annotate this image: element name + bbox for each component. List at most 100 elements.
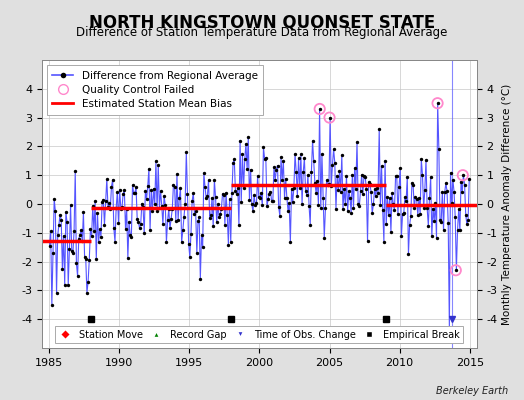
- Point: [261, 155, 270, 161]
- Point: [219, 190, 227, 197]
- Point: [166, 225, 174, 232]
- Point: [252, 200, 260, 206]
- Point: [350, 205, 358, 212]
- Point: [294, 155, 303, 162]
- Point: [433, 100, 442, 106]
- Point: [179, 227, 187, 234]
- Point: [200, 170, 208, 176]
- Point: [418, 172, 427, 178]
- Point: [94, 238, 103, 245]
- Point: [382, 221, 390, 227]
- Point: [339, 205, 347, 212]
- Point: [383, 194, 391, 200]
- Point: [259, 144, 268, 150]
- Point: [169, 182, 178, 188]
- Point: [245, 197, 254, 203]
- Point: [319, 194, 328, 201]
- Point: [450, 188, 458, 195]
- Point: [111, 238, 119, 245]
- Point: [139, 204, 147, 210]
- Point: [58, 266, 67, 273]
- Point: [352, 186, 360, 192]
- Point: [223, 212, 232, 218]
- Point: [415, 194, 423, 201]
- Point: [362, 185, 370, 192]
- Point: [56, 211, 64, 218]
- Point: [356, 188, 365, 194]
- Point: [100, 222, 108, 228]
- Point: [373, 184, 381, 191]
- Point: [234, 185, 242, 191]
- Point: [333, 173, 341, 179]
- Point: [216, 211, 224, 218]
- Point: [325, 181, 333, 187]
- Point: [163, 217, 172, 224]
- Point: [461, 181, 469, 188]
- Point: [424, 222, 432, 229]
- Point: [370, 186, 379, 192]
- Point: [189, 190, 198, 196]
- Point: [287, 185, 296, 192]
- Point: [309, 138, 317, 144]
- Point: [187, 230, 195, 237]
- Point: [108, 176, 117, 183]
- Point: [144, 183, 152, 190]
- Point: [299, 169, 308, 176]
- Point: [95, 226, 104, 232]
- Point: [310, 158, 318, 164]
- Point: [403, 174, 411, 180]
- Point: [134, 218, 143, 225]
- Point: [412, 196, 421, 202]
- Point: [402, 198, 410, 204]
- Point: [251, 202, 259, 208]
- Point: [241, 156, 249, 162]
- Point: [361, 174, 369, 180]
- Point: [235, 222, 243, 228]
- Point: [128, 182, 137, 188]
- Point: [146, 227, 154, 233]
- Point: [211, 194, 220, 200]
- Point: [124, 255, 132, 261]
- Point: [421, 187, 429, 194]
- Point: [228, 190, 236, 196]
- Point: [417, 156, 425, 163]
- Point: [396, 164, 405, 171]
- Point: [203, 193, 212, 200]
- Point: [385, 212, 393, 218]
- Point: [419, 204, 428, 211]
- Point: [369, 201, 378, 208]
- Point: [176, 185, 184, 192]
- Point: [254, 173, 262, 179]
- Point: [285, 200, 293, 206]
- Point: [185, 254, 194, 260]
- Point: [260, 156, 269, 162]
- Point: [376, 202, 385, 208]
- Point: [173, 171, 181, 177]
- Point: [150, 201, 159, 208]
- Point: [158, 202, 166, 209]
- Point: [391, 173, 400, 180]
- Point: [85, 257, 93, 263]
- Point: [198, 232, 206, 238]
- Point: [408, 180, 416, 186]
- Point: [332, 206, 340, 212]
- Point: [59, 232, 68, 239]
- Point: [437, 218, 445, 225]
- Point: [119, 191, 127, 197]
- Point: [378, 207, 387, 213]
- Point: [130, 190, 139, 197]
- Point: [389, 201, 397, 207]
- Point: [183, 191, 192, 197]
- Point: [246, 166, 255, 173]
- Point: [191, 208, 200, 214]
- Point: [286, 239, 294, 246]
- Point: [206, 212, 215, 218]
- Point: [289, 198, 297, 205]
- Point: [388, 190, 396, 196]
- Point: [327, 183, 335, 189]
- Point: [275, 204, 283, 210]
- Point: [445, 325, 454, 331]
- Point: [46, 243, 54, 249]
- Point: [213, 219, 221, 226]
- Point: [313, 177, 321, 184]
